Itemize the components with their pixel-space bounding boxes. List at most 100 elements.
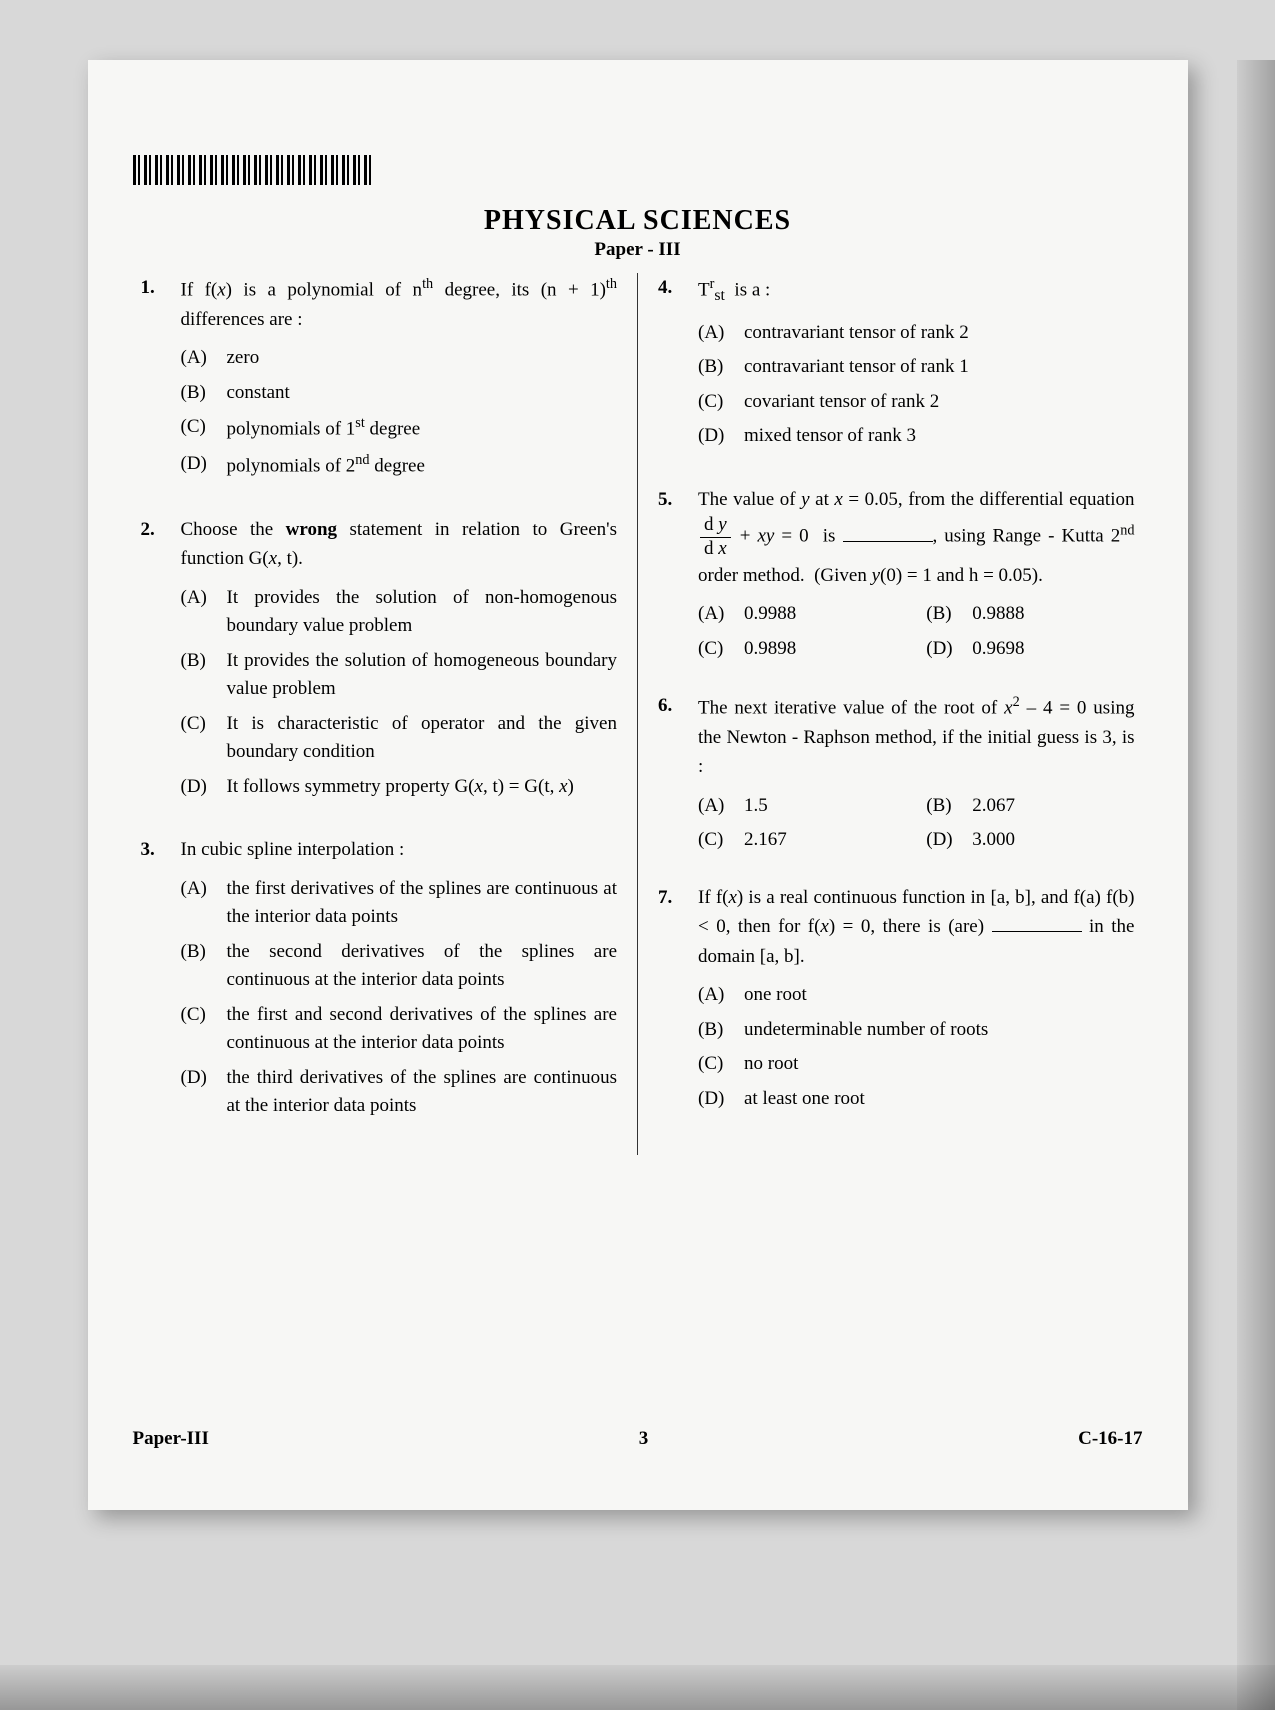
option: (C)no root (698, 1050, 1135, 1079)
option-text: 0.9898 (744, 635, 906, 664)
option-label: (A) (698, 319, 730, 348)
option-text: 2.167 (744, 826, 906, 855)
option: (C) It is characteristic of operator and … (181, 710, 618, 767)
option-label: (D) (181, 773, 213, 802)
exam-page: PHYSICAL SCIENCES Paper - III 1.If f(x) … (88, 60, 1188, 1510)
option-text: 0.9888 (972, 600, 1134, 629)
option-text: one root (744, 981, 1135, 1010)
question: 6.The next iterative value of the root o… (658, 691, 1135, 855)
options-grid: (A)1.5 (B) 2.067 (C) 2.167 (D) 3.000 (698, 792, 1135, 855)
question-number: 7. (658, 883, 682, 1119)
option-label: (D) (698, 422, 730, 451)
options-list: (A)It provides the solution of non-homog… (181, 584, 618, 802)
option: (B) 0.9888 (926, 600, 1134, 629)
option: (B) undeterminable number of roots (698, 1016, 1135, 1045)
option-text: the first and second derivatives of the … (227, 1001, 618, 1058)
option-label: (D) (926, 635, 958, 664)
option-label: (A) (698, 981, 730, 1010)
option-text: contravariant tensor of rank 2 (744, 319, 1135, 348)
option-label: (C) (181, 1001, 213, 1058)
option-label: (D) (926, 826, 958, 855)
option-label: (B) (698, 1016, 730, 1045)
question-number: 6. (658, 691, 682, 855)
question: 3.In cubic spline interpolation :(A)the … (141, 835, 618, 1126)
question-number: 3. (141, 835, 165, 1126)
barcode (133, 155, 373, 185)
question-body: Choose the wrong statement in relation t… (181, 515, 618, 807)
option: (D) polynomials of 2nd degree (181, 450, 618, 481)
options-list: (A) contravariant tensor of rank 2 (B) cont… (698, 319, 1135, 451)
question: 2.Choose the wrong statement in relation… (141, 515, 618, 807)
question-number: 1. (141, 273, 165, 487)
option-text: 3.000 (972, 826, 1134, 855)
option-text: It is characteristic of operator and the… (227, 710, 618, 767)
option-text: the first derivatives of the splines are… (227, 875, 618, 932)
question-body: The value of y at x = 0.05, from the dif… (698, 485, 1135, 663)
option: (D) It follows symmetry property G(x, t) … (181, 773, 618, 802)
option-text: constant (227, 379, 618, 408)
option: (C) 2.167 (698, 826, 906, 855)
option: (B)the second derivatives of the splines… (181, 938, 618, 995)
option-text: covariant tensor of rank 2 (744, 388, 1135, 417)
option-text: polynomials of 1st degree (227, 413, 618, 444)
question-body: If f(x) is a real continuous function in… (698, 883, 1135, 1119)
option: (B) contravariant tensor of rank 1 (698, 353, 1135, 382)
footer-left: Paper-III (133, 1428, 209, 1450)
footer-center: 3 (639, 1428, 649, 1450)
option: (D)the third derivatives of the splines … (181, 1064, 618, 1121)
option-text: 0.9698 (972, 635, 1134, 664)
option-label: (B) (926, 600, 958, 629)
question-number: 4. (658, 273, 682, 457)
option-label: (C) (181, 710, 213, 767)
option-label: (C) (698, 635, 730, 664)
option: (A) one root (698, 981, 1135, 1010)
option-text: It provides the solution of homogeneous … (227, 647, 618, 704)
option-text: the second derivatives of the splines ar… (227, 938, 618, 995)
question: 7.If f(x) is a real continuous function … (658, 883, 1135, 1119)
option: (A)1.5 (698, 792, 906, 821)
option-text: zero (227, 344, 618, 373)
question-body: In cubic spline interpolation :(A)the fi… (181, 835, 618, 1126)
option-label: (B) (926, 792, 958, 821)
option-text: undeterminable number of roots (744, 1016, 1135, 1045)
option-text: 1.5 (744, 792, 906, 821)
left-column: 1.If f(x) is a polynomial of nth degree,… (133, 273, 639, 1155)
options-list: (A) one root (B) undeterminable number of r… (698, 981, 1135, 1113)
page-title: PHYSICAL SCIENCES (133, 205, 1143, 237)
footer: Paper-III 3 C-16-17 (133, 1428, 1143, 1450)
option-text: polynomials of 2nd degree (227, 450, 618, 481)
option-label: (A) (698, 600, 730, 629)
option-label: (D) (181, 450, 213, 481)
option-text: It follows symmetry property G(x, t) = G… (227, 773, 618, 802)
option: (B) constant (181, 379, 618, 408)
option-label: (C) (698, 1050, 730, 1079)
question-body: The next iterative value of the root of … (698, 691, 1135, 855)
option: (B) It provides the solution of homogeneo… (181, 647, 618, 704)
option-label: (C) (181, 413, 213, 444)
option-text: mixed tensor of rank 3 (744, 422, 1135, 451)
option-label: (C) (698, 826, 730, 855)
option-label: (A) (181, 875, 213, 932)
right-column: 4.Trst is a :(A)contravariant tensor of … (638, 273, 1143, 1155)
option: (A) contravariant tensor of rank 2 (698, 319, 1135, 348)
option: (A) the first derivatives of the splines … (181, 875, 618, 932)
footer-right: C-16-17 (1078, 1428, 1142, 1450)
option-text: contravariant tensor of rank 1 (744, 353, 1135, 382)
option-label: (B) (181, 379, 213, 408)
options-list: (A)zero(B)constant(C)polynomials of 1st … (181, 344, 618, 481)
question: 5.The value of y at x = 0.05, from the d… (658, 485, 1135, 663)
question-number: 5. (658, 485, 682, 663)
scan-edge-bottom (0, 1665, 1275, 1710)
options-grid: (A) 0.9988 (B) 0.9888 (C) 0.9898 (D) 0.9698 (698, 600, 1135, 663)
question-number: 2. (141, 515, 165, 807)
option-text: 2.067 (972, 792, 1134, 821)
option-label: (B) (698, 353, 730, 382)
option-text: 0.9988 (744, 600, 906, 629)
option-label: (B) (181, 647, 213, 704)
option: (A) 0.9988 (698, 600, 906, 629)
option-text: the third derivatives of the splines are… (227, 1064, 618, 1121)
page-subtitle: Paper - III (133, 239, 1143, 261)
option: (D) 0.9698 (926, 635, 1134, 664)
option: (C)covariant tensor of rank 2 (698, 388, 1135, 417)
option: (D) mixed tensor of rank 3 (698, 422, 1135, 451)
